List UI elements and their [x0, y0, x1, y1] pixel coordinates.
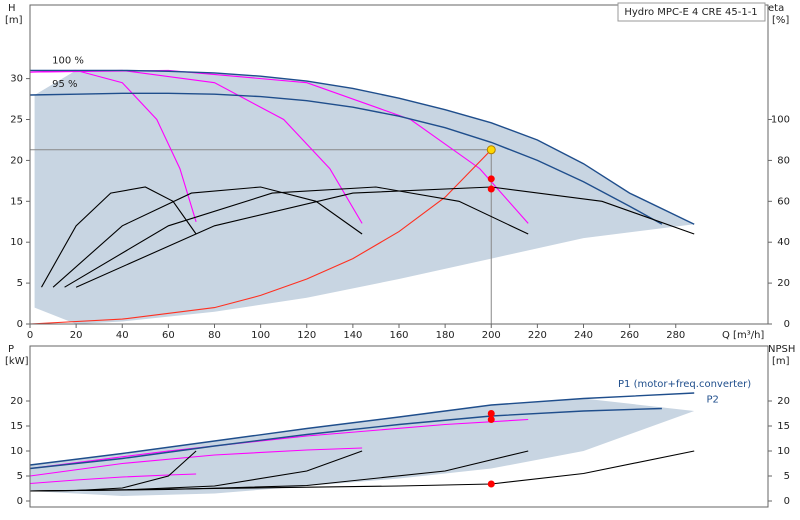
y-tick-label: 30 [10, 74, 23, 85]
curve [29, 418, 529, 470]
y2-tick-label: 5 [784, 471, 790, 482]
y2-tick-label: 10 [777, 446, 790, 457]
curve [75, 186, 695, 288]
x-axis-label: Q [m³/h] [722, 330, 764, 341]
y2-axis-label: eta [768, 3, 784, 14]
x-tick-label: 160 [389, 330, 408, 341]
x-tick-label: 0 [27, 330, 33, 341]
point-marker [487, 185, 495, 193]
x-tick-label: 140 [343, 330, 362, 341]
chart-title: Hydro MPC-E 4 CRE 45-1-1 [624, 7, 757, 18]
x-tick-label: 240 [574, 330, 593, 341]
y-tick-label: 20 [10, 155, 23, 166]
x-tick-label: 180 [436, 330, 455, 341]
curve [30, 69, 695, 225]
y-axis-label: H [8, 3, 16, 14]
y-axis-label: P [8, 344, 14, 355]
x-tick-label: 220 [528, 330, 547, 341]
y2-tick-label: 100 [771, 115, 790, 126]
y2-tick-label: 20 [777, 278, 790, 289]
y2-tick-label: 0 [784, 319, 790, 330]
curve-label: 95 % [52, 79, 77, 90]
x-tick-label: 40 [116, 330, 129, 341]
y2-tick-label: 0 [784, 496, 790, 507]
x-tick-label: 60 [162, 330, 175, 341]
curve [29, 392, 695, 466]
curve [29, 149, 492, 325]
y2-tick-label: 60 [777, 196, 790, 207]
operating-area [30, 398, 695, 496]
y-tick-label: 15 [10, 421, 23, 432]
curve [29, 473, 197, 485]
point-marker [487, 416, 495, 423]
x-tick-label: 80 [208, 330, 221, 341]
y-tick-label: 5 [17, 278, 23, 289]
curve [64, 186, 529, 288]
y-tick-label: 10 [10, 237, 23, 248]
curve [29, 407, 662, 470]
duty-point [486, 145, 496, 155]
point-marker [487, 175, 495, 183]
y2-axis-label: NPSH [768, 344, 795, 355]
y-tick-label: 5 [17, 471, 23, 482]
y2-tick-label: 20 [777, 396, 790, 407]
curve [41, 186, 197, 288]
x-tick-label: 120 [297, 330, 316, 341]
curve-label: 100 % [52, 55, 84, 66]
y2-tick-label: 40 [777, 237, 790, 248]
y-tick-label: 20 [10, 396, 23, 407]
x-tick-label: 200 [482, 330, 501, 341]
point-marker [487, 410, 495, 417]
y2-tick-label: 80 [777, 155, 790, 166]
curve [29, 92, 663, 225]
y-axis-unit: [kW] [5, 356, 29, 367]
curve-label: P1 (motor+freq.converter) [618, 379, 751, 390]
y2-axis-unit: [m] [772, 356, 790, 367]
title-box [617, 2, 766, 22]
curve [29, 447, 363, 477]
operating-area [34, 70, 695, 325]
y2-axis-unit: [%] [772, 15, 789, 26]
y-tick-label: 15 [10, 196, 23, 207]
curve [29, 450, 695, 492]
y-tick-label: 0 [17, 496, 23, 507]
x-tick-label: 20 [70, 330, 83, 341]
y-tick-label: 0 [17, 319, 23, 330]
x-tick-label: 280 [666, 330, 685, 341]
x-tick-label: 100 [251, 330, 270, 341]
y-tick-label: 10 [10, 446, 23, 457]
curve-label: P2 [707, 395, 719, 406]
y-axis-unit: [m] [5, 15, 23, 26]
x-tick-label: 260 [620, 330, 639, 341]
point-marker [487, 480, 495, 488]
y-tick-label: 25 [10, 115, 23, 126]
curve [52, 186, 363, 288]
y2-tick-label: 15 [777, 421, 790, 432]
